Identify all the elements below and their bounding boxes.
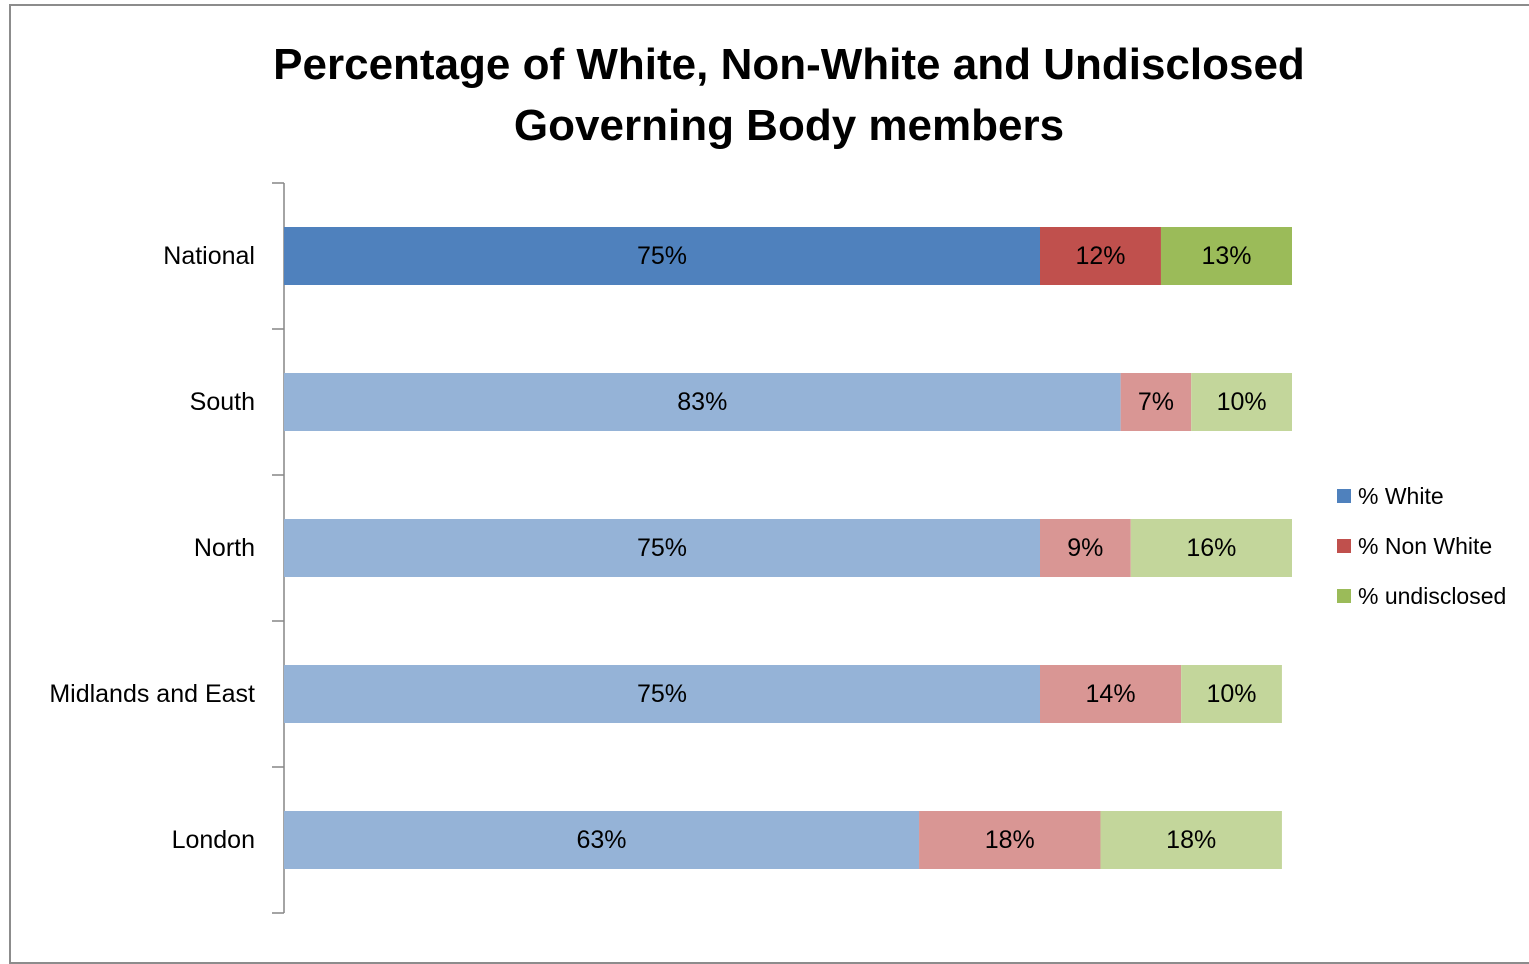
bar-segment (1120, 373, 1192, 431)
bar-value-label: 9% (1067, 534, 1103, 562)
bar-segment (1040, 665, 1182, 723)
bar-segment (284, 519, 1040, 577)
bar-segment (284, 227, 1040, 285)
bar-value-label: 63% (576, 826, 626, 854)
bar-segment (919, 811, 1101, 869)
bar-value-label: 7% (1138, 388, 1174, 416)
legend-swatch (1337, 489, 1351, 503)
chart-title-line-1: Percentage of White, Non-White and Undis… (273, 40, 1305, 89)
bar-value-label: 18% (985, 826, 1035, 854)
bar-value-label: 83% (677, 388, 727, 416)
chart-title-line-2: Governing Body members (513, 101, 1065, 150)
bar-segment (1040, 519, 1131, 577)
bar-value-label: 13% (1201, 242, 1251, 270)
legend-label: % White (1358, 483, 1444, 509)
legend-label: % Non White (1358, 533, 1492, 559)
category-label: London (172, 826, 255, 854)
bars: 75% 12% 13% 83% 7% 10% 75% 9% 16% 75% 14% 10% 63% 18%… (284, 227, 1292, 869)
stacked-bar-chart: National South North Midlands and East Londo… (49, 182, 1506, 914)
chart-title: Percentage of White, Non-White and Undis… (11, 34, 1529, 156)
bar-segment (1160, 227, 1292, 285)
bar-value-label: 12% (1075, 242, 1125, 270)
bar-segment (1040, 227, 1161, 285)
bar-value-label: 75% (637, 534, 687, 562)
bar-value-label: 75% (637, 242, 687, 270)
bar-segment (1130, 519, 1292, 577)
bar-value-label: 10% (1217, 388, 1267, 416)
bar-segment (1191, 373, 1292, 431)
category-label: North (194, 534, 255, 562)
bar-segment (284, 373, 1121, 431)
legend-swatch (1337, 589, 1351, 603)
category-label: Midlands and East (49, 680, 255, 708)
bar-value-label: 14% (1086, 680, 1136, 708)
legend: % White % Non White % undisclosed (1337, 483, 1506, 609)
bar-segment (284, 665, 1040, 723)
bar-value-label: 75% (637, 680, 687, 708)
legend-label: % undisclosed (1358, 583, 1506, 609)
category-label: National (163, 242, 255, 270)
bar-value-label: 10% (1206, 680, 1256, 708)
category-axis: National South North Midlands and East Londo… (49, 182, 285, 914)
chart-frame: Percentage of White, Non-White and Undis… (9, 4, 1529, 964)
category-label: South (190, 388, 255, 416)
bar-value-label: 16% (1186, 534, 1236, 562)
bar-segment (1181, 665, 1282, 723)
bar-value-label: 18% (1166, 826, 1216, 854)
bar-segment (1100, 811, 1282, 869)
bar-segment (284, 811, 920, 869)
legend-swatch (1337, 539, 1351, 553)
